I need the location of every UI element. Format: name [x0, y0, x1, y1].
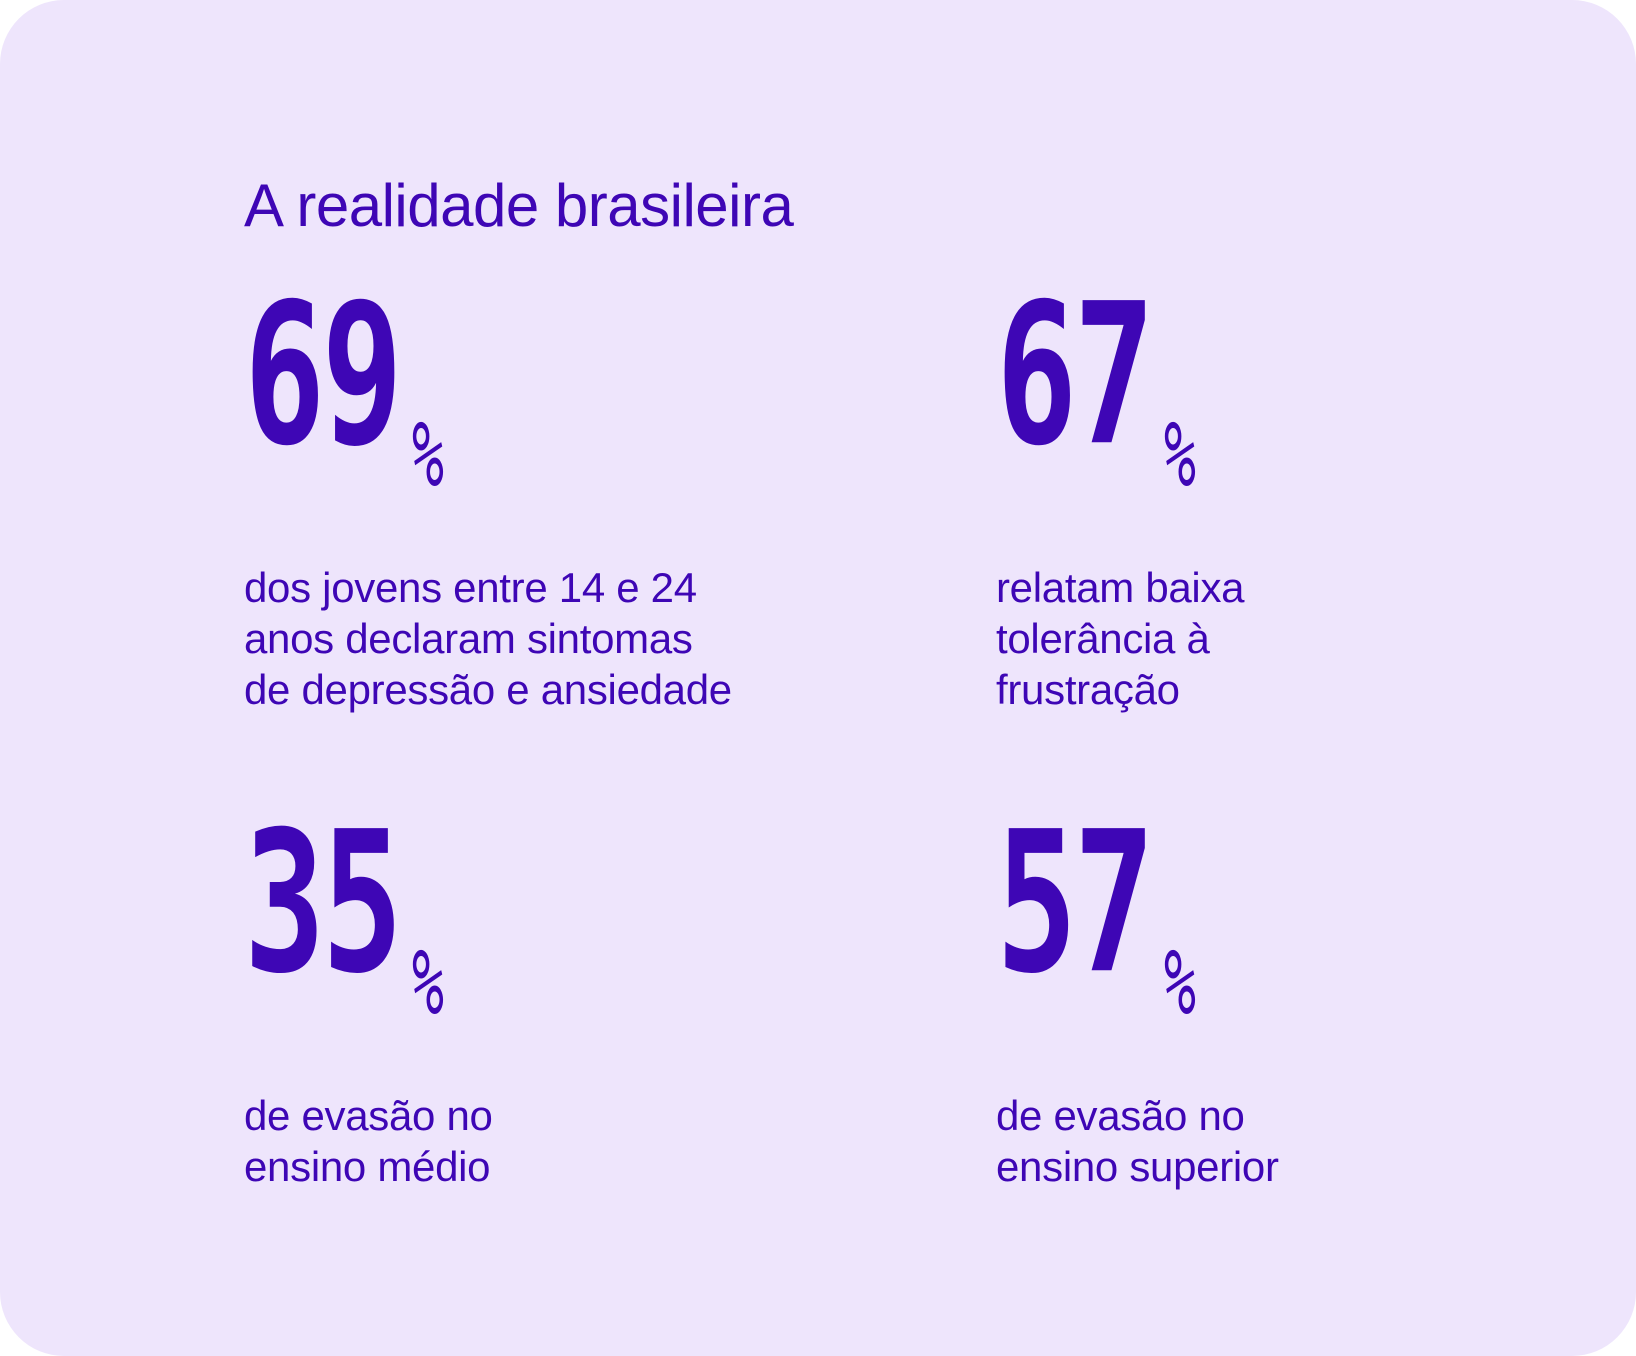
stat-description-line: dos jovens entre 14 e 24 [244, 564, 697, 611]
stat-number: 57 [996, 790, 1155, 1018]
stat-description-line: tolerância à [996, 615, 1210, 662]
stat-figure: 35% [244, 791, 864, 1048]
stat-description: dos jovens entre 14 e 24 anos declaram s… [244, 562, 864, 715]
card-title: A realidade brasileira [244, 172, 794, 239]
stat-description-line: de evasão no [244, 1092, 493, 1139]
stat-percent-sign: % [412, 402, 444, 509]
stat-block-higher-education-dropout: 57% de evasão no ensino superior [996, 791, 1616, 1192]
stat-description: de evasão no ensino superior [996, 1090, 1616, 1192]
stat-description-line: anos declaram sintomas [244, 615, 693, 662]
stat-description: relatam baixa tolerância à frustração [996, 562, 1616, 715]
stat-number: 67 [996, 262, 1155, 490]
stat-description-line: relatam baixa [996, 564, 1245, 611]
stat-description-line: ensino médio [244, 1143, 491, 1190]
stat-description-line: de depressão e ansiedade [244, 666, 732, 713]
stat-block-frustration-tolerance: 67% relatam baixa tolerância à frustraçã… [996, 263, 1616, 715]
stat-description: de evasão no ensino médio [244, 1090, 864, 1192]
stat-percent-sign: % [412, 930, 444, 1037]
stat-block-high-school-dropout: 35% de evasão no ensino médio [244, 791, 864, 1192]
stat-description-line: de evasão no [996, 1092, 1245, 1139]
stat-number: 69 [244, 262, 403, 490]
stat-figure: 57% [996, 791, 1616, 1048]
stat-percent-sign: % [1164, 402, 1196, 509]
stat-description-line: ensino superior [996, 1143, 1279, 1190]
stat-block-depression-anxiety: 69% dos jovens entre 14 e 24 anos declar… [244, 263, 864, 715]
stat-number: 35 [244, 790, 403, 1018]
stat-percent-sign: % [1164, 930, 1196, 1037]
stat-description-line: frustração [996, 666, 1180, 713]
stat-figure: 69% [244, 263, 864, 520]
stat-figure: 67% [996, 263, 1616, 520]
